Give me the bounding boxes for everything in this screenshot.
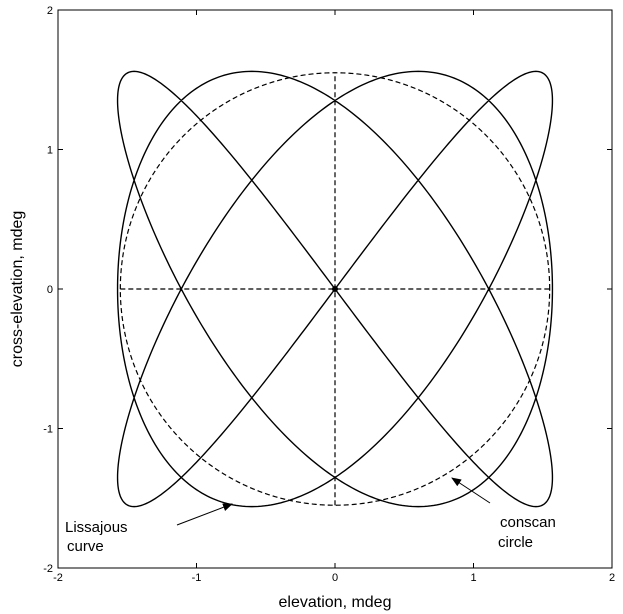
y-tick-label: -2 xyxy=(43,563,53,575)
y-tick-label: 1 xyxy=(47,145,53,157)
y-tick-label: 0 xyxy=(47,284,53,296)
axis-ticks xyxy=(57,9,613,569)
x-tick-label: 2 xyxy=(609,572,615,584)
conscan-annotation: conscan circle xyxy=(451,477,556,551)
x-tick-label: 1 xyxy=(470,572,476,584)
conscan-annotation-arrow xyxy=(451,477,491,504)
x-tick-label: -1 xyxy=(192,572,202,584)
lissajous-annotation: Lissajous curve xyxy=(65,503,233,555)
series-layer xyxy=(116,70,554,508)
x-axis-title: elevation, mdeg xyxy=(279,594,392,611)
lissajous-annotation-arrow xyxy=(176,503,233,526)
origin-point xyxy=(332,286,338,292)
y-axis-title: cross-elevation, mdeg xyxy=(9,211,26,368)
y-tick-label: 2 xyxy=(47,5,53,17)
conscan-annotation-line-2: circle xyxy=(498,534,533,551)
conscan-annotation-line-1: conscan xyxy=(500,514,556,531)
lissajous-annotation-line-1: Lissajous xyxy=(65,519,128,536)
x-tick-label: 0 xyxy=(332,572,338,584)
lissajous-annotation-line-2: curve xyxy=(67,538,104,555)
y-tick-label: -1 xyxy=(43,424,53,436)
tick-labels: -2 -1 0 1 2 -2 -1 0 1 2 xyxy=(43,5,615,584)
x-tick-label: -2 xyxy=(53,572,63,584)
